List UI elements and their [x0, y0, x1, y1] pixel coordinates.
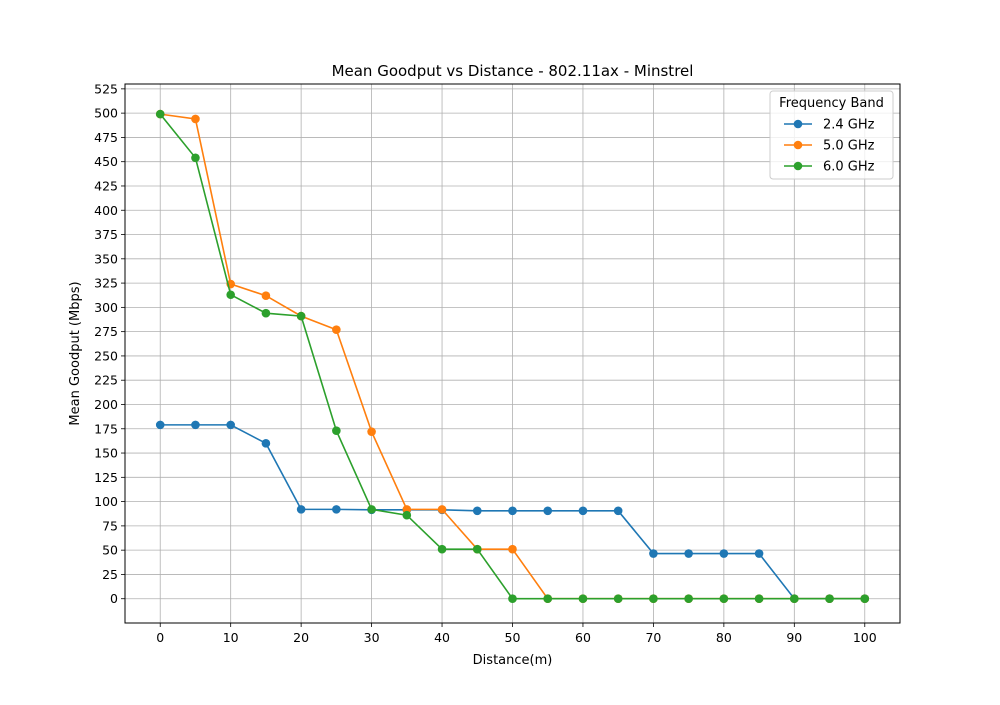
data-point	[719, 594, 729, 604]
data-point	[825, 594, 834, 604]
y-tick-label: 450	[94, 154, 118, 169]
data-point	[296, 311, 306, 321]
x-tick-label: 70	[645, 630, 661, 645]
data-point	[754, 549, 764, 558]
x-tick-label: 10	[223, 630, 239, 645]
y-tick-label: 325	[94, 276, 118, 291]
y-tick-label: 375	[94, 227, 118, 242]
y-tick-label: 125	[94, 470, 118, 485]
x-tick-label: 90	[786, 630, 802, 645]
y-tick-label: 475	[94, 130, 118, 145]
data-point	[472, 506, 482, 516]
data-point	[191, 114, 200, 124]
data-point	[578, 506, 588, 516]
data-point	[332, 426, 341, 436]
data-point	[367, 427, 376, 436]
y-tick-label: 150	[94, 446, 118, 461]
data-point	[543, 506, 553, 516]
data-point	[613, 506, 623, 516]
data-point	[332, 325, 341, 335]
legend-marker	[793, 119, 803, 129]
data-point	[437, 544, 447, 554]
y-tick-label: 400	[94, 203, 118, 218]
data-point	[332, 505, 341, 514]
data-point	[472, 544, 482, 554]
series-6-0-ghz	[155, 109, 870, 604]
data-point	[790, 594, 799, 604]
legend-marker	[793, 161, 803, 171]
data-point	[649, 549, 658, 558]
data-point	[684, 549, 693, 558]
y-tick-label: 250	[94, 348, 118, 363]
y-tick-label: 25	[102, 567, 118, 582]
data-point	[508, 506, 517, 516]
data-point	[578, 594, 588, 604]
y-tick-label: 175	[94, 421, 118, 436]
x-tick-label: 100	[853, 630, 877, 645]
legend-entries: 2.4 GHz 5.0 GHz 6.0 GHz	[784, 118, 875, 175]
chart-title: Mean Goodput vs Distance - 802.11ax - Mi…	[332, 62, 694, 80]
data-point	[155, 109, 165, 119]
data-point	[860, 594, 870, 604]
data-point	[684, 594, 693, 604]
x-tick-label: 40	[434, 630, 450, 645]
data-point	[437, 505, 447, 514]
y-tick-label: 0	[110, 591, 118, 606]
data-point	[191, 420, 200, 430]
y-tick-label: 50	[102, 543, 118, 558]
legend-title: Frequency Band	[779, 96, 884, 111]
legend-label: 2.4 GHz	[823, 118, 875, 133]
data-point	[261, 308, 271, 318]
y-tick-label: 75	[102, 518, 118, 533]
series-layer	[155, 109, 870, 604]
x-tick-label: 30	[364, 630, 380, 645]
y-tick-label: 425	[94, 178, 118, 193]
x-axis-label: Distance(m)	[473, 653, 553, 668]
data-point	[543, 594, 553, 604]
x-tick-label: 60	[575, 630, 591, 645]
legend-label: 5.0 GHz	[823, 139, 875, 154]
data-point	[613, 594, 623, 604]
legend-marker	[793, 140, 803, 150]
y-axis-label: Mean Goodput (Mbps)	[68, 281, 83, 425]
legend-box	[769, 90, 894, 180]
x-tick-label: 20	[293, 630, 309, 645]
data-point	[296, 505, 306, 514]
data-point	[754, 594, 764, 604]
x-tick-label: 80	[716, 630, 732, 645]
x-tick-label: 0	[156, 630, 164, 645]
legend: Frequency Band 2.4 GHz 5.0 GHz 6.0 GHz	[769, 90, 894, 180]
y-tick-label: 200	[94, 397, 118, 412]
y-tick-label: 275	[94, 324, 118, 339]
y-tick-label: 300	[94, 300, 118, 315]
y-tick-label: 225	[94, 373, 118, 388]
data-point	[402, 510, 412, 520]
data-point	[649, 594, 658, 604]
x-tick-label: 50	[505, 630, 521, 645]
legend-label: 6.0 GHz	[823, 160, 875, 175]
y-tick-label: 350	[94, 251, 118, 266]
data-point	[367, 505, 376, 514]
data-point	[508, 544, 517, 554]
y-tick-label: 100	[94, 494, 118, 509]
data-point	[261, 291, 271, 301]
legend-entry: 5.0 GHz	[784, 139, 875, 154]
data-point	[226, 420, 235, 430]
x-axis: 0 10 20 30 40 50 60 70 80 90 100	[156, 623, 877, 645]
y-tick-label: 500	[94, 106, 118, 121]
legend-entry: 2.4 GHz	[784, 118, 875, 133]
data-point	[155, 420, 165, 430]
data-point	[226, 290, 235, 300]
data-point	[261, 439, 271, 448]
legend-entry: 6.0 GHz	[784, 160, 875, 175]
data-point	[508, 594, 517, 604]
data-point	[719, 549, 729, 558]
data-point	[191, 153, 200, 163]
y-axis: 0 25 50 75 100 125 150 175 200 225 250 275 300 325 350…	[94, 81, 125, 606]
y-tick-label: 525	[94, 81, 118, 96]
